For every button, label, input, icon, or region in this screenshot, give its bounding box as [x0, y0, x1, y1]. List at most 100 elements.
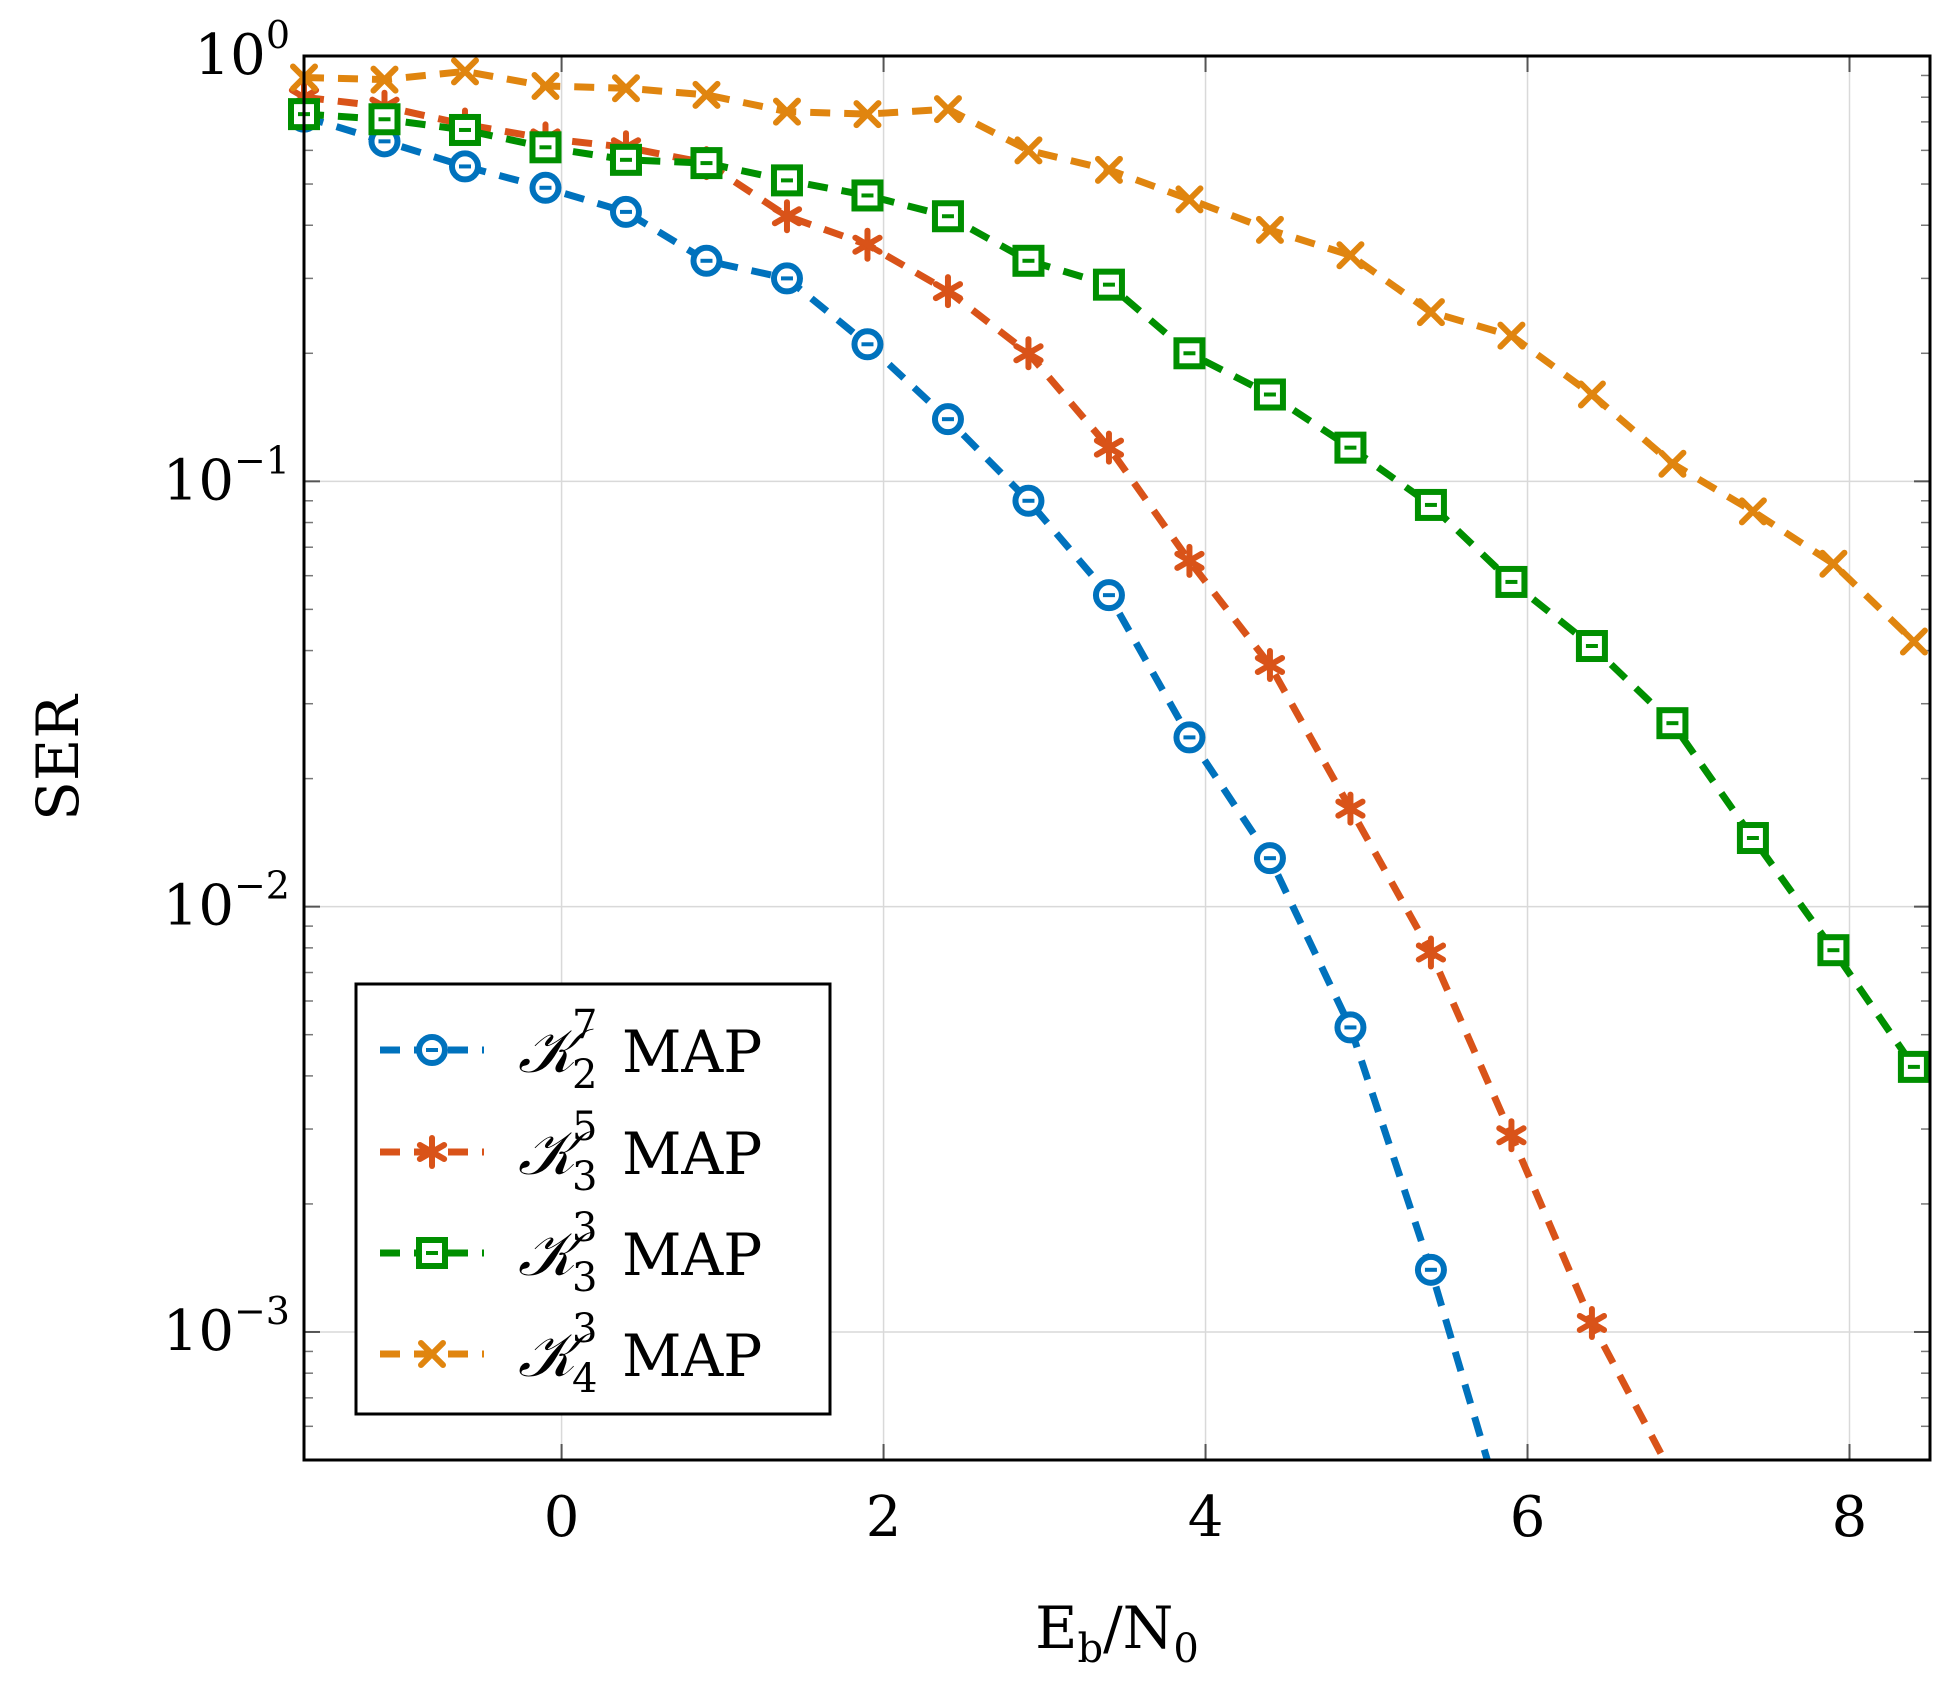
data-point [1175, 185, 1204, 214]
legend-superscript: 7 [572, 1002, 597, 1048]
data-point [1415, 935, 1447, 970]
data-point [851, 328, 884, 361]
data-point [1012, 484, 1045, 517]
data-point [1334, 1011, 1367, 1044]
legend-label: MAP [622, 1018, 762, 1086]
legend-entry: 𝒦33 MAP [380, 1205, 762, 1301]
data-point [1094, 155, 1123, 184]
data-point [1416, 298, 1445, 327]
series-line-1 [304, 93, 1668, 1460]
data-point [1012, 244, 1045, 277]
y-axis-title: SER [24, 693, 92, 821]
x-tick-label: 4 [1188, 1485, 1224, 1550]
data-point [1336, 241, 1365, 270]
legend-subscript: 3 [572, 1154, 597, 1200]
data-point [1335, 791, 1366, 826]
legend-superscript: 5 [572, 1104, 597, 1150]
data-point [368, 103, 401, 136]
data-point [1658, 449, 1687, 478]
data-point [1014, 136, 1043, 165]
data-point [1817, 934, 1850, 967]
legend-label: MAP [622, 1322, 762, 1390]
data-point [1253, 378, 1286, 411]
data-point [1253, 842, 1286, 875]
data-point [1899, 627, 1928, 656]
legend-label: MAP [622, 1120, 762, 1188]
data-point [1897, 1050, 1930, 1083]
data-point [1656, 707, 1689, 740]
legend-marker [416, 1237, 448, 1269]
data-point [1173, 721, 1206, 754]
legend-label: MAP [622, 1221, 762, 1289]
y-tick-label: 10−2 [163, 864, 290, 939]
data-point [852, 227, 883, 262]
plot-frame [302, 54, 1932, 1462]
data-point [448, 150, 481, 183]
data-point [851, 179, 884, 212]
data-point [770, 164, 803, 197]
data-point [1496, 1118, 1527, 1153]
marker-layer [288, 57, 1930, 1340]
y-tick-label: 100 [195, 13, 290, 88]
x-tick-label: 0 [544, 1485, 580, 1550]
legend-marker [418, 1340, 446, 1368]
y-tick-labels: 100 10−1 10−2 10−3 [163, 13, 290, 1364]
data-point [772, 97, 801, 126]
data-point [931, 403, 964, 436]
data-point [370, 65, 399, 94]
x-tick-labels: 0 2 4 6 8 [544, 1485, 1868, 1550]
data-point [1013, 336, 1044, 371]
data-point [611, 74, 640, 103]
legend-entry: 𝒦72 MAP [380, 1002, 762, 1098]
data-point [609, 195, 642, 228]
x-tick-label: 8 [1832, 1485, 1868, 1550]
data-point [690, 147, 723, 180]
data-point [1738, 497, 1767, 526]
data-point [931, 200, 964, 233]
legend-subscript: 4 [572, 1356, 597, 1402]
data-point [1093, 430, 1125, 465]
data-point [853, 100, 882, 129]
data-point [450, 57, 479, 86]
data-point [1254, 647, 1286, 682]
data-point [770, 262, 803, 295]
legend-subscript: 3 [572, 1255, 597, 1301]
data-point [1576, 1305, 1608, 1340]
data-point [1334, 431, 1367, 464]
x-axis-title: Eb/N0 [1035, 1594, 1199, 1672]
data-point [1174, 543, 1205, 578]
data-point [1736, 822, 1769, 855]
data-point [1497, 321, 1526, 350]
legend-entry: 𝒦53 MAP [380, 1104, 762, 1200]
data-point [1414, 488, 1447, 521]
data-point [448, 113, 481, 146]
data-point [529, 131, 562, 164]
legend-superscript: 3 [572, 1306, 597, 1352]
data-point [932, 274, 964, 309]
y-tick-label: 10−1 [163, 438, 290, 513]
data-point [1255, 215, 1284, 244]
data-point [933, 95, 962, 124]
series-line-0 [304, 113, 1491, 1460]
data-point [531, 72, 560, 101]
data-point [1577, 380, 1606, 409]
legend-entry: 𝒦34 MAP [380, 1306, 762, 1402]
data-point [1092, 268, 1125, 301]
data-point [529, 171, 562, 204]
data-point [1575, 630, 1608, 663]
data-point [609, 143, 642, 176]
data-point [1819, 549, 1848, 578]
y-tick-label: 10−3 [163, 1289, 290, 1364]
data-point [1414, 1253, 1447, 1286]
x-tick-label: 6 [1510, 1485, 1546, 1550]
legend-subscript: 2 [572, 1052, 597, 1098]
data-point [771, 199, 803, 234]
x-tick-label: 2 [866, 1485, 902, 1550]
data-point [692, 80, 721, 109]
data-point [1092, 579, 1125, 612]
legend-superscript: 3 [572, 1205, 597, 1251]
legend-marker [416, 1135, 448, 1169]
data-point [690, 244, 723, 277]
